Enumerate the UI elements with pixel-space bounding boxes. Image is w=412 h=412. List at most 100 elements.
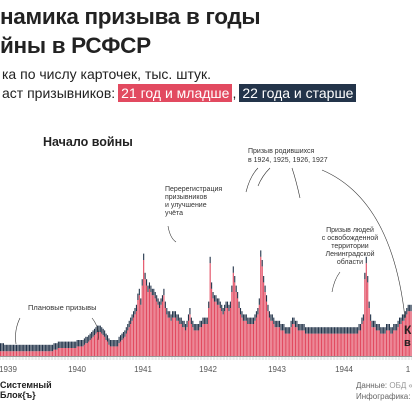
bar-young: [354, 333, 356, 356]
bar-old: [137, 293, 139, 300]
bar-young: [101, 333, 103, 356]
bar-old: [43, 344, 45, 352]
bar-young: [109, 346, 111, 356]
bar-old: [364, 272, 366, 280]
bar-young: [59, 348, 61, 356]
bar-young: [118, 343, 120, 356]
bar-young: [372, 327, 375, 356]
annotation-liberated-arrow: [331, 271, 341, 293]
bar-old: [293, 317, 295, 324]
bar-young: [377, 330, 379, 356]
bar-old: [83, 338, 85, 345]
bar-old: [362, 314, 364, 321]
bar-young: [67, 348, 70, 356]
bar-old: [265, 295, 268, 302]
bar-young: [33, 351, 35, 356]
bar-old: [213, 295, 216, 302]
bar-old: [80, 340, 83, 347]
bar-young: [46, 351, 48, 356]
bar-young: [299, 330, 301, 356]
bar-young: [254, 320, 256, 356]
bar-old: [49, 344, 51, 352]
bar-old: [31, 344, 33, 352]
bar-young: [221, 311, 223, 356]
bar-old: [193, 324, 195, 331]
bar-old: [209, 256, 211, 264]
bar-old: [280, 324, 282, 331]
bar-young: [371, 327, 373, 356]
bar-old: [0, 343, 2, 352]
bar-young: [170, 320, 172, 356]
bar-old: [212, 292, 214, 299]
bar-old: [328, 327, 330, 334]
legend: аст призывников: 21 год и младше, 22 год…: [2, 84, 357, 102]
bar-young: [13, 351, 15, 356]
bar-young: [208, 308, 210, 356]
bar-old: [131, 314, 133, 321]
bar-old: [125, 327, 127, 334]
bar-old: [11, 344, 13, 352]
bar-young: [114, 346, 116, 356]
annotation-edge-letter-2: в: [404, 337, 411, 349]
bar-young: [248, 324, 250, 356]
bar-old: [251, 317, 253, 324]
bar-old: [135, 304, 137, 312]
bar-young: [397, 327, 399, 356]
bar-young: [239, 314, 242, 356]
bar-old: [234, 276, 236, 283]
bar-young: [169, 317, 171, 356]
bar-old: [104, 330, 106, 337]
bar-young: [289, 333, 291, 356]
bar-young: [133, 317, 135, 356]
bar-young: [234, 282, 236, 356]
bar-old: [36, 344, 38, 352]
bar-young: [130, 324, 132, 356]
bar-old: [225, 301, 227, 308]
bar-old: [211, 282, 213, 289]
bar-old: [195, 324, 197, 331]
bar-old: [250, 317, 252, 324]
x-tick-label: 1944: [335, 365, 353, 374]
bar-young: [125, 333, 127, 356]
bar-old: [33, 344, 35, 352]
bar-young: [88, 341, 90, 356]
annotation-planned: Плановые призывы: [28, 303, 97, 312]
bar-young: [252, 324, 255, 356]
bar-old: [82, 340, 84, 347]
bar-young: [271, 320, 273, 356]
bar-old: [34, 344, 36, 352]
bar-young: [127, 330, 129, 356]
bar-old: [105, 333, 107, 340]
bar-old: [196, 324, 198, 331]
bar-young: [36, 351, 38, 356]
bar-old: [108, 338, 110, 345]
bar-old: [274, 320, 276, 328]
bar-old: [138, 288, 140, 296]
bar-young: [213, 301, 216, 356]
bar-young: [185, 330, 187, 356]
bar-young: [215, 301, 217, 356]
annotation-born-arrow-3: [291, 167, 301, 199]
bar-young: [82, 346, 84, 356]
bar-old: [65, 341, 67, 348]
bar-old: [63, 341, 65, 348]
bar-old: [154, 292, 156, 299]
bar-young: [65, 348, 67, 356]
bar-old: [368, 301, 370, 308]
bar-young: [121, 340, 123, 356]
bar-old: [315, 327, 317, 334]
bar-old: [89, 333, 91, 340]
bar-old: [203, 317, 205, 324]
bar-young: [26, 351, 28, 356]
bar-young: [403, 320, 405, 356]
bar-young: [407, 311, 409, 356]
bar-old: [40, 344, 42, 352]
annotation-reregistration-line: учёта: [165, 210, 183, 217]
bar-young: [351, 333, 353, 356]
bar-old: [21, 344, 23, 352]
bar-young: [375, 330, 377, 356]
bar-old: [351, 327, 353, 334]
bar-young: [296, 327, 298, 356]
bar-young: [40, 351, 42, 356]
bar-old: [397, 320, 399, 328]
